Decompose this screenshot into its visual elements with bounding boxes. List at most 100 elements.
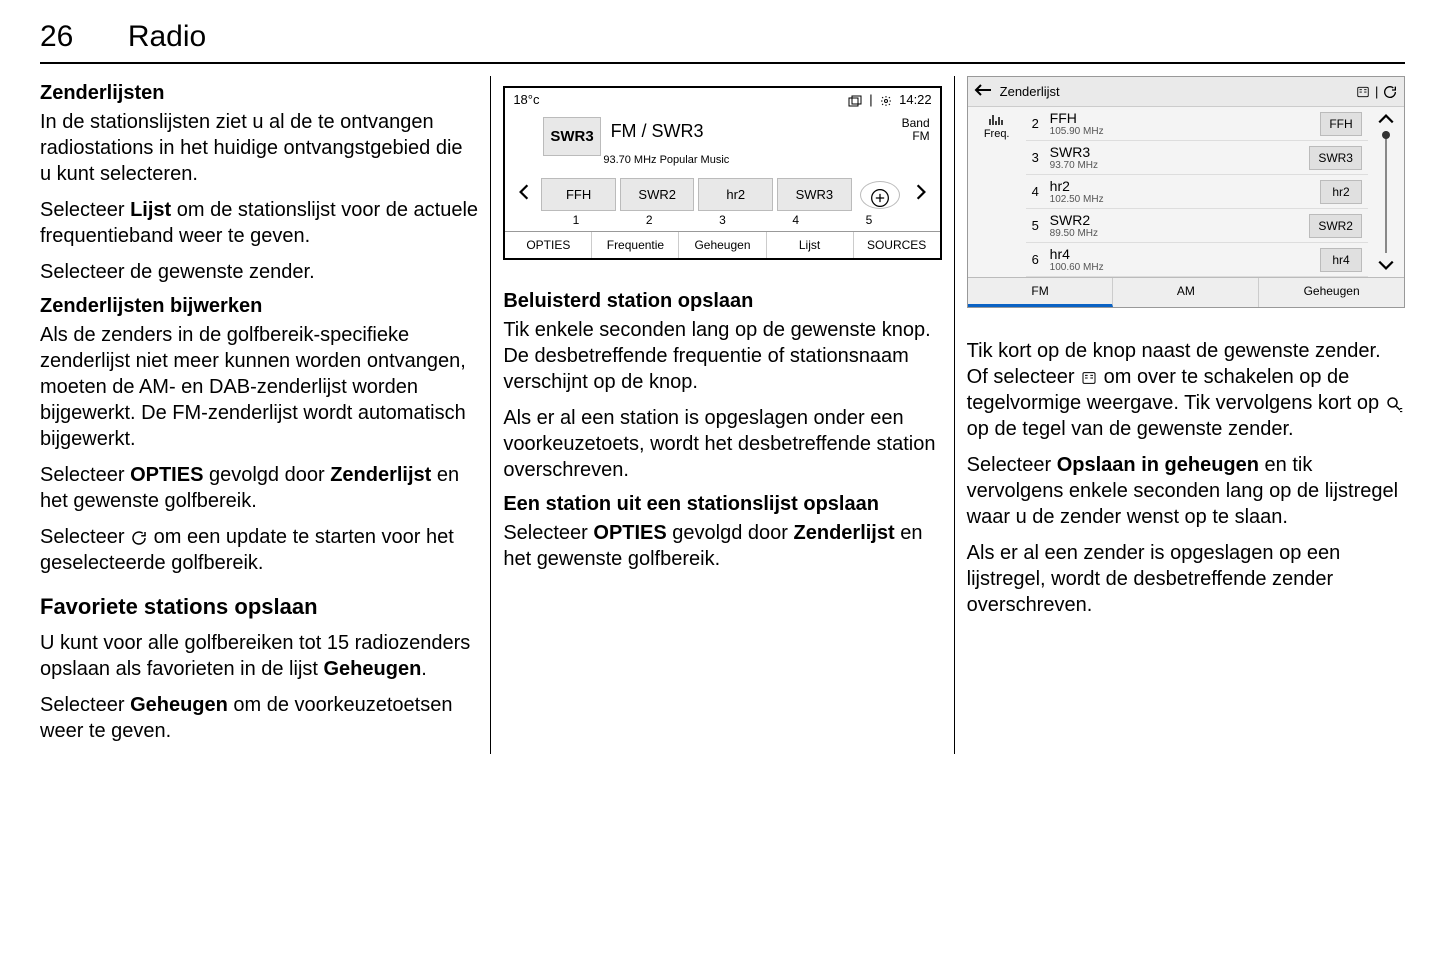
tiles-icon[interactable] xyxy=(1355,85,1371,99)
gear-icon xyxy=(880,95,892,107)
content-columns: Zenderlijsten In de stationslijsten ziet… xyxy=(40,76,1405,754)
list-tabs: FM AM Geheugen xyxy=(968,277,1404,307)
preset-num: 1 xyxy=(539,213,612,227)
station-badge[interactable]: SWR2 xyxy=(1309,214,1362,238)
text-bold: Geheugen xyxy=(130,694,228,716)
add-preset-button[interactable] xyxy=(860,181,900,209)
prev-button[interactable] xyxy=(511,183,537,207)
para: Tik enkele seconden lang op de gewenste … xyxy=(503,317,941,395)
now-playing: Band FM SWR3 FM / SWR3 93.70 MHz Popular… xyxy=(505,111,939,170)
scrollbar[interactable] xyxy=(1385,131,1387,253)
temperature: 18°c xyxy=(513,92,539,107)
para: In de stationslijsten ziet u al de te on… xyxy=(40,109,478,187)
freq-label: Freq. xyxy=(972,128,1022,140)
band-label: Band FM xyxy=(902,117,930,143)
row-main: SWR3 93.70 MHz xyxy=(1050,144,1310,171)
preset-button[interactable]: hr2 xyxy=(698,178,773,211)
equalizer-icon xyxy=(988,113,1006,125)
text: Selecteer xyxy=(40,464,130,486)
preset-button[interactable]: SWR3 xyxy=(777,178,852,211)
para: Selecteer OPTIES gevolgd door Zenderlijs… xyxy=(40,462,478,514)
chevron-left-icon xyxy=(517,183,531,201)
heading-bijwerken: Zenderlijsten bijwerken xyxy=(40,295,478,318)
next-button[interactable] xyxy=(908,183,934,207)
station-freq: 93.70 MHz xyxy=(1050,160,1310,171)
para: Selecteer OPTIES gevolgd door Zenderlijs… xyxy=(503,520,941,572)
tabs-icon xyxy=(848,95,862,107)
preset-button[interactable]: SWR2 xyxy=(620,178,695,211)
row-number: 4 xyxy=(1032,184,1050,199)
chevron-up-icon[interactable] xyxy=(1377,113,1395,125)
station-name: SWR3 xyxy=(1050,144,1310,160)
menu-sources[interactable]: SOURCES xyxy=(854,232,940,258)
column-2: 18°c | 14:22 Band FM SWR3 FM / SWR3 xyxy=(491,76,954,754)
text: gevolgd door xyxy=(667,522,794,544)
para: Als er al een zender is opgeslagen op ee… xyxy=(967,540,1405,618)
plus-circle-icon xyxy=(870,188,890,208)
para: Selecteer de gewenste zender. xyxy=(40,259,478,285)
page-title: Radio xyxy=(128,20,206,54)
clock: 14:22 xyxy=(899,92,932,107)
list-item[interactable]: 6 hr4 100.60 MHz hr4 xyxy=(1026,243,1368,277)
preset-num: 2 xyxy=(613,213,686,227)
text: op de tegel van de gewenste zender. xyxy=(967,418,1294,440)
current-station-badge[interactable]: SWR3 xyxy=(543,117,600,156)
row-main: hr4 100.60 MHz xyxy=(1050,246,1320,273)
tab-fm[interactable]: FM xyxy=(968,278,1114,307)
list-item[interactable]: 5 SWR2 89.50 MHz SWR2 xyxy=(1026,209,1368,243)
preset-numbers: 1 2 3 4 5 xyxy=(505,213,939,231)
current-station-name: FM / SWR3 xyxy=(611,117,704,142)
refresh-icon xyxy=(130,529,148,547)
presets-row: FFH SWR2 hr2 SWR3 xyxy=(505,170,939,213)
list-body: Freq. 2 FFH 105.90 MHz FFH 3 xyxy=(968,107,1404,277)
list-item[interactable]: 2 FFH 105.90 MHz FFH xyxy=(1026,107,1368,141)
menu-lijst[interactable]: Lijst xyxy=(767,232,854,258)
heading-beluisterd: Beluisterd station opslaan xyxy=(503,290,941,313)
page-number: 26 xyxy=(40,20,73,54)
para: Als de zenders in de golfbereik-specifie… xyxy=(40,322,478,452)
menu-opties[interactable]: OPTIES xyxy=(505,232,592,258)
refresh-icon[interactable] xyxy=(1382,84,1398,100)
magnify-icon xyxy=(1385,395,1403,413)
para: Selecteer Opslaan in geheugen en tik ver… xyxy=(967,452,1405,530)
row-number: 5 xyxy=(1032,218,1050,233)
menu-geheugen[interactable]: Geheugen xyxy=(679,232,766,258)
text-bold: Opslaan in geheugen xyxy=(1057,454,1259,476)
station-freq: 100.60 MHz xyxy=(1050,262,1320,273)
chevron-down-icon[interactable] xyxy=(1377,259,1395,271)
heading-uit-lijst: Een station uit een stationslijst opslaa… xyxy=(503,493,941,516)
list-item[interactable]: 4 hr2 102.50 MHz hr2 xyxy=(1026,175,1368,209)
station-badge[interactable]: FFH xyxy=(1320,112,1362,136)
column-3: Zenderlijst | Freq. 2 FFH xyxy=(955,76,1405,754)
station-badge[interactable]: hr2 xyxy=(1320,180,1362,204)
station-badge[interactable]: SWR3 xyxy=(1309,146,1362,170)
text: Selecteer xyxy=(40,694,130,716)
list-title: Zenderlijst xyxy=(1000,84,1356,99)
para: Selecteer Lijst om de stationslijst voor… xyxy=(40,197,478,249)
tab-am[interactable]: AM xyxy=(1113,278,1259,307)
tab-geheugen[interactable]: Geheugen xyxy=(1259,278,1404,307)
zenderlijst-screenshot: Zenderlijst | Freq. 2 FFH xyxy=(967,76,1405,308)
station-freq: 105.90 MHz xyxy=(1050,126,1320,137)
para: Selecteer Geheugen om de voorkeuzetoetse… xyxy=(40,692,478,744)
row-number: 3 xyxy=(1032,150,1050,165)
text: . xyxy=(421,658,427,680)
status-bar: 18°c | 14:22 xyxy=(505,88,939,111)
heading-zenderlijsten: Zenderlijsten xyxy=(40,82,478,105)
page-header: 26 Radio xyxy=(40,20,1405,64)
radio-screenshot: 18°c | 14:22 Band FM SWR3 FM / SWR3 xyxy=(503,86,941,260)
text-bold: Geheugen xyxy=(324,658,422,680)
back-button[interactable] xyxy=(974,81,992,102)
bottom-menu: OPTIES Frequentie Geheugen Lijst SOURCES xyxy=(505,231,939,258)
station-name: FFH xyxy=(1050,110,1320,126)
preset-button[interactable]: FFH xyxy=(541,178,616,211)
preset-num: 3 xyxy=(686,213,759,227)
list-item[interactable]: 3 SWR3 93.70 MHz SWR3 xyxy=(1026,141,1368,175)
station-badge[interactable]: hr4 xyxy=(1320,248,1362,272)
menu-frequentie[interactable]: Frequentie xyxy=(592,232,679,258)
row-number: 6 xyxy=(1032,252,1050,267)
para: U kunt voor alle golfbereiken tot 15 rad… xyxy=(40,630,478,682)
para: Tik kort op de knop naast de gewenste ze… xyxy=(967,338,1405,442)
text-bold: Lijst xyxy=(130,199,171,221)
tiles-icon xyxy=(1080,370,1098,386)
